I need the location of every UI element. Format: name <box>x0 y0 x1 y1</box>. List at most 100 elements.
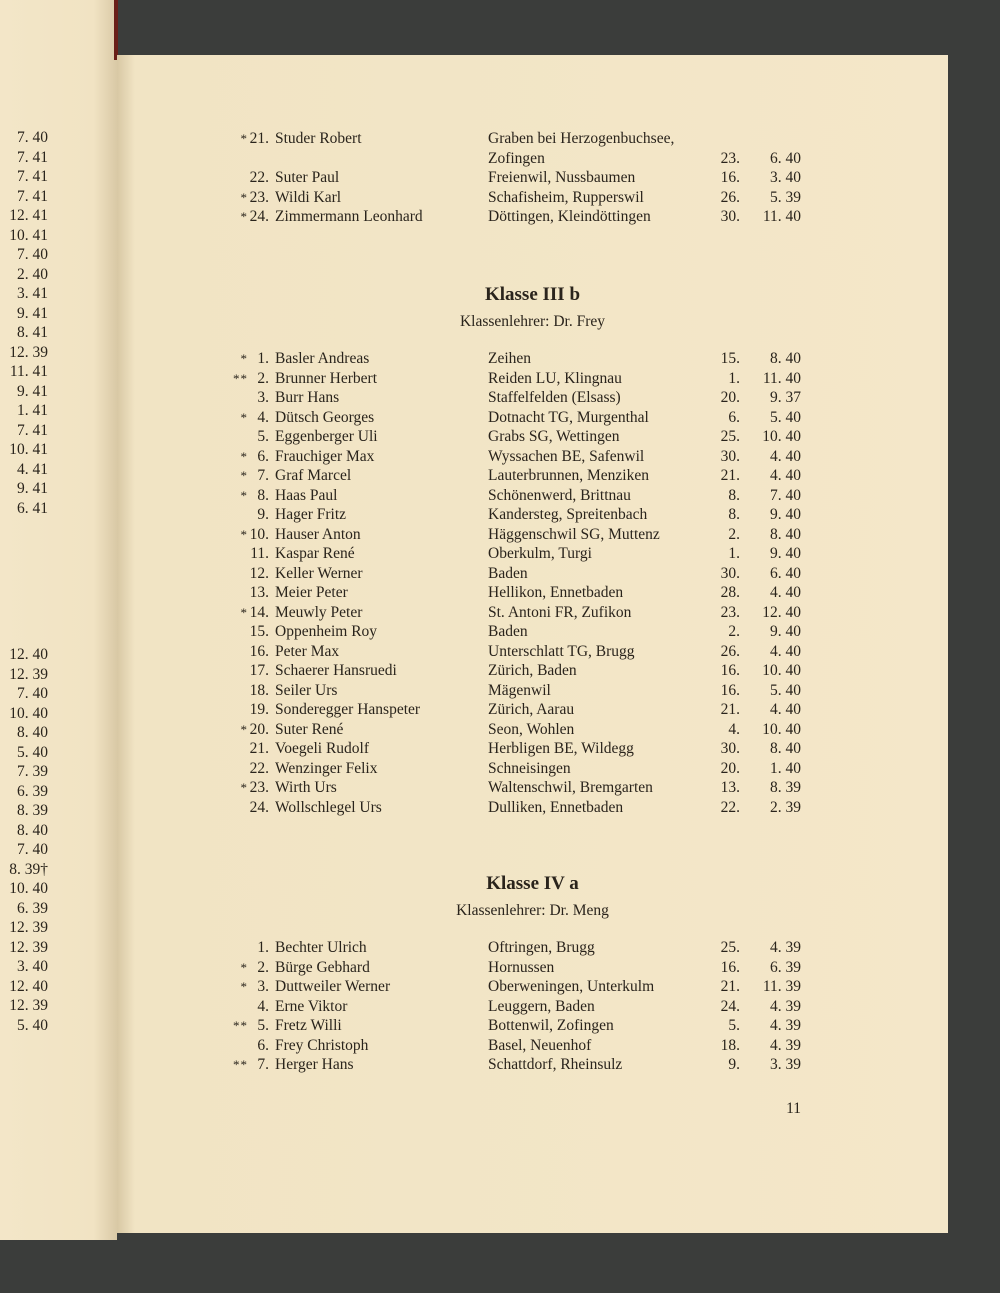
left-page-date: 4. 41 <box>17 460 48 478</box>
left-page-date: 10. 40 <box>9 880 48 897</box>
student-num: 23. <box>249 188 269 206</box>
student-name: Sonderegger Hanspeter <box>275 701 421 718</box>
student-num: 14. <box>249 603 269 621</box>
student-place: Bottenwil, Zofingen <box>488 1017 614 1034</box>
student-name: Duttweiler Werner <box>275 978 391 995</box>
student-name: Hauser Anton <box>275 525 361 543</box>
student-mark: * <box>240 780 248 795</box>
student-row: 12. Keller Werner Baden 30. 6. 40 <box>0 564 1000 584</box>
student-row: 13. Meier Peter Hellikon, Ennetbaden 28. 4. … <box>0 583 1000 603</box>
student-name: Haas Paul <box>275 486 338 504</box>
student-num: 3. <box>257 389 269 406</box>
student-row: * 20. Suter René Seon, Wohlen 4. 10. 40 <box>0 720 1000 740</box>
student-name: Erne Viktor <box>275 997 348 1015</box>
student-num: 21. <box>249 130 269 147</box>
student-name: Frey Christoph <box>275 1036 369 1054</box>
class-4a-heading: Klasse IV a <box>486 873 579 894</box>
student-my: 10. 40 <box>762 720 801 738</box>
student-day: 16. <box>720 169 740 186</box>
student-name: Oppenheim Roy <box>275 623 378 640</box>
student-num: 22. <box>249 169 269 186</box>
student-day: 23. <box>720 149 740 167</box>
student-row: 16. Peter Max Unterschlatt TG, Brugg 26. 4. … <box>0 642 1000 662</box>
student-my: 8. 40 <box>770 525 801 543</box>
left-page-date: 12. 40 <box>9 646 48 663</box>
student-day: 25. <box>720 939 740 956</box>
student-my: 5. 40 <box>770 408 801 426</box>
left-page-date: 7. 40 <box>17 841 48 858</box>
student-row: ** 5. Fretz Willi Bottenwil, Zofingen 5. 4. 3… <box>0 1016 1000 1036</box>
class-3b-teacher: Klassenlehrer: Dr. Frey <box>459 313 606 330</box>
student-my: 7. 40 <box>770 486 801 504</box>
student-place: Schafisheim, Rupperswil <box>488 188 644 206</box>
student-place: Dotnacht TG, Murgenthal <box>488 408 649 426</box>
student-name: Wenzinger Felix <box>275 759 378 777</box>
left-page-date: 8. 41 <box>17 324 48 341</box>
student-mark: * <box>240 487 248 503</box>
student-num: 20. <box>249 720 269 738</box>
student-day: 28. <box>720 584 740 601</box>
left-page-date: 8. 40 <box>17 724 48 741</box>
student-name: Studer Robert <box>275 130 362 147</box>
student-mark: * <box>240 604 248 620</box>
left-page-date: 6. 41 <box>17 499 48 517</box>
student-day: 2. <box>728 525 740 543</box>
binding-edge <box>114 0 118 60</box>
student-my: 4. 39 <box>770 1017 801 1034</box>
left-page-date: 12. 39 <box>9 938 48 956</box>
student-place: Zürich, Baden <box>488 662 577 679</box>
student-my: 4. 39 <box>770 997 801 1015</box>
student-row: * 23. Wildi Karl Schafisheim, Rupperswil 26.… <box>0 188 1000 208</box>
student-mark: ** <box>233 1018 248 1033</box>
student-row: 19. Sonderegger Hanspeter Zürich, Aarau 21.… <box>0 700 1000 720</box>
student-name: Suter Paul <box>275 169 340 186</box>
student-row: 5. Eggenberger Uli Grabs SG, Wettingen 25. 1… <box>0 427 1000 447</box>
student-num: 8. <box>257 486 269 504</box>
left-page-date: 12. 39 <box>9 997 48 1014</box>
student-num: 15. <box>249 623 269 640</box>
class-3b-heading: Klasse III b <box>484 284 581 305</box>
student-row: 11. Kaspar René Oberkulm, Turgi 1. 9. 40 <box>0 544 1000 564</box>
student-place: Staffelfelden (Elsass) <box>488 389 621 406</box>
left-page-dates-top: 7. 40 7. 41 7. 41 7. 41 12. 41 10. 41 7. 40 2. … <box>0 128 48 518</box>
student-num: 24. <box>249 798 269 816</box>
student-name: Brunner Herbert <box>275 369 377 387</box>
student-day: 23. <box>720 603 740 621</box>
student-day: 21. <box>720 978 740 995</box>
student-my: 9. 40 <box>770 623 801 640</box>
page-number: 11 <box>786 1100 801 1117</box>
student-mark: * <box>240 959 248 975</box>
student-row: 22. Wenzinger Felix Schneisingen 20. 1. 40 <box>0 759 1000 779</box>
student-name: Wollschlegel Urs <box>275 798 382 816</box>
student-my: 10. 40 <box>762 428 801 445</box>
student-place: Grabs SG, Wettingen <box>488 428 620 445</box>
student-num: 4. <box>257 408 269 426</box>
student-num: 23. <box>249 779 269 796</box>
student-name: Wirth Urs <box>275 779 337 796</box>
student-my: 9. 40 <box>770 545 801 562</box>
student-day: 26. <box>720 188 740 206</box>
student-day: 30. <box>720 208 740 225</box>
student-num: 11. <box>250 545 269 562</box>
student-day: 30. <box>720 740 740 757</box>
student-row: ** 7. Herger Hans Schattdorf, Rheinsulz 9. 3.… <box>0 1055 1000 1075</box>
student-place: St. Antoni FR, Zufikon <box>488 603 632 621</box>
student-mark: ** <box>233 1057 248 1072</box>
student-num: 17. <box>249 662 269 679</box>
student-place: Hornussen <box>488 958 555 976</box>
student-num: 3. <box>257 978 269 995</box>
left-page-date: 12. 39 <box>9 343 48 361</box>
student-row: * 3. Duttweiler Werner Oberweningen, Unterk… <box>0 977 1000 997</box>
left-page-date: 7. 41 <box>17 187 48 205</box>
left-page-date: 9. 41 <box>17 480 48 497</box>
left-page-date: 10. 41 <box>9 226 48 244</box>
student-name: Kaspar René <box>275 545 355 562</box>
student-num: 5. <box>257 1017 269 1034</box>
student-my: 5. 40 <box>770 681 801 699</box>
left-page-date: 3. 40 <box>17 958 48 975</box>
student-place: Döttingen, Kleindöttingen <box>488 208 651 225</box>
student-name: Bechter Ulrich <box>275 939 367 956</box>
student-num: 2. <box>257 369 269 387</box>
student-day: 2. <box>728 623 740 640</box>
student-name: Eggenberger Uli <box>275 428 378 445</box>
